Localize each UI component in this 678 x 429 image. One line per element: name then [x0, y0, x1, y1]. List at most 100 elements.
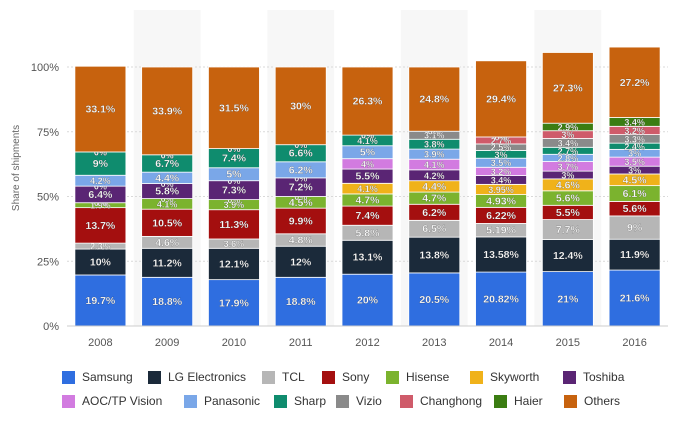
bar-segment-others[interactable] [475, 60, 527, 138]
data-label: 5.8% [155, 186, 180, 198]
legend-item-samsung[interactable]: Samsung [62, 370, 133, 384]
bar-segment-samsung[interactable] [274, 276, 327, 327]
data-label: 5% [360, 147, 376, 159]
y-tick-label: 0% [43, 321, 59, 333]
data-label: 3.95% [488, 185, 514, 195]
data-label: 13.58% [483, 249, 519, 261]
data-label: 33.9% [152, 105, 182, 117]
legend-item-lg-electronics[interactable]: LG Electronics [148, 370, 246, 384]
bar-segment-lg-electronics[interactable] [475, 236, 527, 273]
legend-item-hisense[interactable]: Hisense [386, 370, 449, 384]
bar-segment-samsung[interactable] [408, 272, 461, 327]
data-label: 0% [294, 140, 307, 150]
bar-segment-samsung[interactable] [141, 276, 194, 327]
legend-label: Toshiba [583, 370, 625, 384]
data-label: 6.1% [623, 188, 648, 200]
x-tick-label: 2011 [289, 337, 313, 349]
data-label: 11.2% [153, 257, 183, 269]
bar-segment-others[interactable] [341, 66, 394, 136]
bar-segment-others[interactable] [541, 52, 594, 124]
bar-stack-2008: 19.7%10%2.3%13.7%1.9%0%6.4%0%4.2%9%0%0%0… [74, 65, 127, 327]
legend-item-sharp[interactable]: Sharp [274, 394, 326, 408]
bar-segment-samsung[interactable] [74, 274, 127, 327]
legend-item-vizio[interactable]: Vizio [336, 394, 382, 408]
legend-item-skyworth[interactable]: Skyworth [470, 370, 539, 384]
bar-segment-lg-electronics[interactable] [408, 236, 461, 274]
bar-segment-samsung[interactable] [608, 269, 661, 327]
data-label: 2.7% [558, 146, 579, 156]
bar-segment-lg-electronics[interactable] [274, 245, 327, 278]
bar-segment-lg-electronics[interactable] [541, 239, 594, 273]
legend: Samsung LG Electronics TCL Sony Hisense Skywo… [0, 362, 678, 422]
bar-stack-2013: 20.5%13.8%6.5%6.2%4.7%4.4%4.2%4.1%3.9%3.… [408, 66, 461, 327]
bar-stack-2011: 18.8%12%4.8%9.9%4.5%0%7.2%0%6.2%6.6%0%0%… [274, 66, 327, 327]
legend-item-sony[interactable]: Sony [322, 370, 369, 384]
data-label: 4.4% [422, 181, 447, 193]
bar-segment-lg-electronics[interactable] [341, 239, 394, 275]
bar-segment-lg-electronics[interactable] [74, 248, 127, 276]
bar-segment-others[interactable] [208, 66, 260, 149]
data-label: 4.6% [155, 237, 180, 249]
x-axis: 2008 2009 2010 2011 2012 2013 2014 2015 2016 [67, 325, 668, 349]
x-tick-label: 2014 [489, 337, 513, 349]
data-label: 4.4% [155, 172, 180, 184]
data-label: 4.93% [486, 195, 516, 207]
y-axis: 0% 25% 50% 75% 100% [31, 62, 59, 333]
bar-segment-sony[interactable] [208, 209, 260, 240]
data-label: 13.8% [419, 250, 449, 262]
legend-swatch [564, 394, 577, 408]
legend-item-others[interactable]: Others [564, 394, 620, 408]
bar-segment-others[interactable] [408, 66, 461, 132]
data-label: 6.5% [422, 223, 447, 235]
x-tick-label: 2010 [222, 337, 246, 349]
bar-segment-others[interactable] [608, 46, 661, 118]
bar-segment-sony[interactable] [274, 207, 327, 235]
data-label: 5.5% [356, 171, 381, 183]
bar-stack-2014: 20.82% 13.58% 5.19% 6.22% 4.93%3.95%3.4%3.2%… [475, 60, 527, 327]
data-label: 4.8% [289, 235, 314, 247]
data-label: 12% [290, 256, 312, 268]
bar-segment-samsung[interactable] [208, 279, 260, 327]
data-label: 0% [227, 195, 240, 205]
data-label: 0% [361, 131, 374, 141]
data-label: 3.7% [558, 162, 579, 172]
data-label: 3.4% [491, 175, 512, 185]
data-label: 27.3% [553, 82, 583, 94]
data-label: 3% [561, 171, 574, 181]
data-label: 4.6% [556, 179, 581, 191]
bar-segment-samsung[interactable] [475, 271, 527, 327]
y-tick-label: 25% [37, 256, 59, 268]
data-label: 0% [428, 127, 441, 137]
data-label: 11.3% [219, 219, 249, 231]
bar-stack-2015: 21%12.4%7.7%5.5%5.6%4.6%3%3.7%2.8%2.7%3.… [541, 52, 594, 327]
legend-item-toshiba[interactable]: Toshiba [563, 370, 624, 384]
legend-item-panasonic[interactable]: Panasonic [184, 394, 260, 408]
data-label: 0% [94, 147, 107, 157]
bar-segment-sony[interactable] [74, 207, 127, 244]
legend-swatch [184, 394, 197, 408]
legend-swatch [494, 394, 507, 408]
legend-item-haier[interactable]: Haier [494, 394, 543, 408]
bar-segment-lg-electronics[interactable] [608, 238, 661, 271]
data-label: 10.5% [152, 217, 182, 229]
bar-segment-others[interactable] [74, 65, 127, 153]
bar-segment-sony[interactable] [141, 208, 194, 237]
data-label: 2.3% [90, 242, 111, 252]
x-tick-label: 2015 [556, 337, 580, 349]
data-label: 3.2% [491, 167, 512, 177]
data-label: 12.4% [553, 250, 583, 262]
data-label: 6.7% [155, 158, 180, 170]
data-label: 2.5% [491, 143, 512, 153]
data-label: 0% [227, 144, 240, 154]
legend-item-tcl[interactable]: TCL [262, 370, 305, 384]
legend-label: Skyworth [490, 370, 540, 384]
data-label: 5.6% [556, 193, 581, 205]
bar-segment-lg-electronics[interactable] [141, 247, 194, 278]
data-label: 4.1% [357, 184, 378, 194]
y-tick-label: 50% [37, 192, 59, 204]
data-label: 7.7% [556, 224, 581, 236]
bar-segment-others[interactable] [274, 66, 327, 146]
legend-item-aoc-tp-vision[interactable]: AOC/TP Vision [62, 394, 162, 408]
legend-item-changhong[interactable]: Changhong [400, 394, 482, 408]
bar-segment-others[interactable] [141, 66, 194, 156]
